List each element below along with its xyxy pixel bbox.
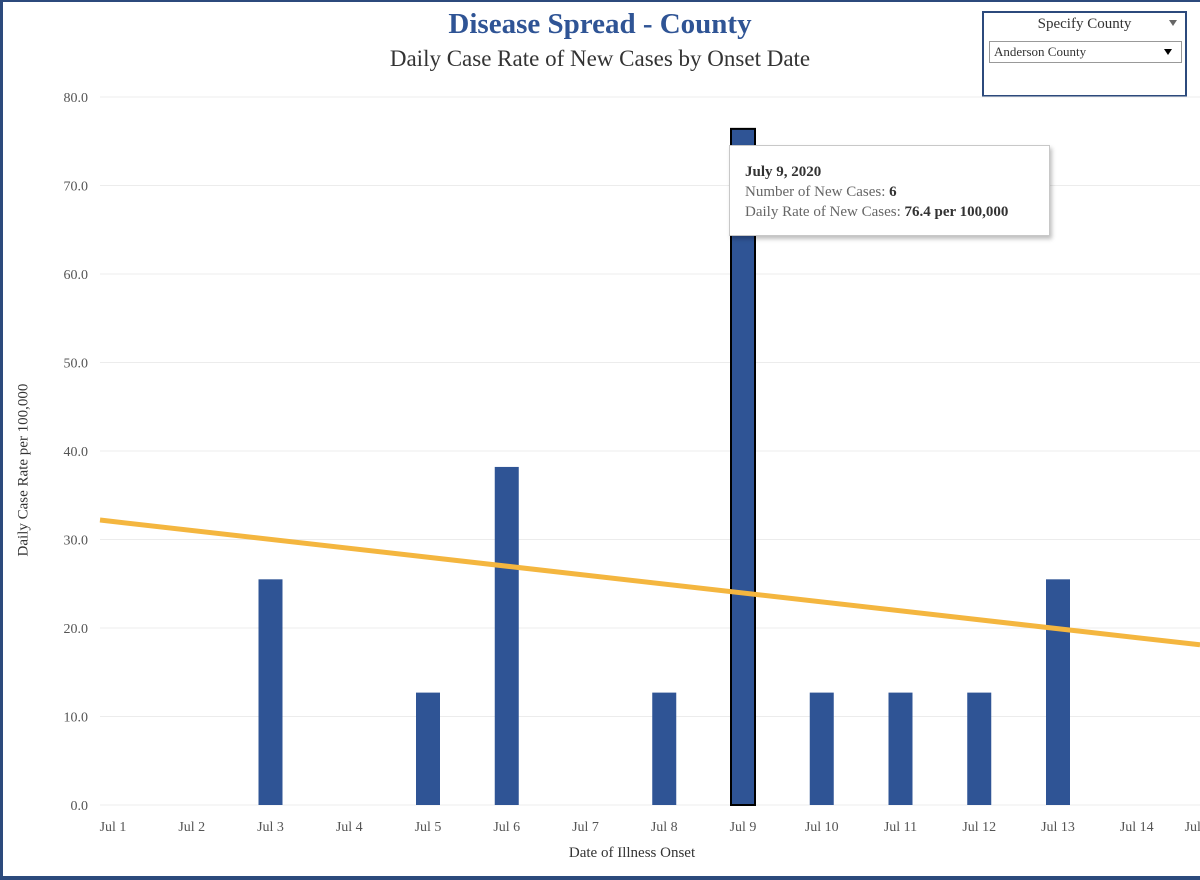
x-tick-label: Jul 6: [493, 820, 520, 835]
bar-jul-3[interactable]: [258, 579, 283, 805]
tooltip-rate-label: Daily Rate of New Cases:: [745, 204, 901, 220]
x-tick-label: Jul 2: [178, 820, 205, 835]
bar-jul-9[interactable]: [730, 127, 756, 807]
bars: [258, 127, 1070, 807]
county-select-value: Anderson County: [994, 44, 1087, 59]
y-tick-label: 80.0: [64, 91, 89, 106]
county-filter: Specify County Anderson County: [982, 11, 1187, 97]
y-axis-title: Daily Case Rate per 100,000: [15, 383, 32, 557]
y-tick-label: 50.0: [64, 357, 89, 372]
tooltip-cases-label: Number of New Cases:: [745, 184, 886, 200]
y-tick-label: 40.0: [64, 445, 89, 460]
x-tick-label: Jul 1: [100, 820, 127, 835]
tooltip-date: July 9, 2020: [745, 164, 822, 180]
chart-subtitle: Daily Case Rate of New Cases by Onset Da…: [389, 46, 811, 71]
bar-jul-5[interactable]: [416, 692, 440, 805]
y-tick-labels: 0.0 10.0 20.0 30.0 40.0 50.0 60.0 70.0 80.0: [64, 91, 89, 814]
y-tick-label: 0.0: [71, 799, 89, 814]
x-tick-label: Jul 13: [1041, 820, 1075, 835]
x-tick-label: Jul 4: [336, 820, 363, 835]
x-tick-label: Jul 15: [1185, 820, 1200, 835]
tooltip-rate-value: 76.4 per 100,000: [904, 204, 1009, 220]
x-tick-label: Jul 8: [651, 820, 678, 835]
y-tick-label: 30.0: [64, 534, 89, 549]
x-tick-label: Jul 9: [730, 820, 757, 835]
bar-jul-12[interactable]: [967, 692, 992, 805]
bar-jul-6[interactable]: [494, 466, 519, 805]
tooltip-cases-value: 6: [889, 184, 897, 200]
y-tick-label: 70.0: [64, 180, 89, 195]
bar-jul-11[interactable]: [888, 692, 913, 805]
x-axis-title: Date of Illness Onset: [568, 845, 696, 861]
y-tick-label: 60.0: [64, 268, 89, 283]
trend-line: [99, 517, 1200, 648]
chart-title: Disease Spread - County: [448, 8, 752, 40]
county-select[interactable]: Anderson County: [989, 41, 1182, 63]
y-tick-label: 20.0: [64, 622, 89, 637]
filter-menu-arrow-icon[interactable]: [1169, 20, 1177, 26]
x-tick-label: Jul 10: [805, 820, 839, 835]
dropdown-arrow-icon: [1164, 49, 1172, 55]
x-tick-label: Jul 11: [884, 820, 917, 835]
x-tick-label: Jul 14: [1120, 820, 1154, 835]
bar-jul-8[interactable]: [652, 692, 677, 805]
x-tick-label: Jul 3: [257, 820, 284, 835]
y-tick-label: 10.0: [64, 711, 89, 726]
x-tick-label: Jul 5: [415, 820, 442, 835]
bar-tooltip: July 9, 2020 Number of New Cases: 6 Dail…: [729, 145, 1050, 236]
bar-jul-13[interactable]: [1046, 579, 1070, 805]
x-tick-label: Jul 12: [962, 820, 996, 835]
bar-jul-10[interactable]: [809, 692, 834, 805]
county-filter-label: Specify County: [1037, 16, 1132, 32]
x-tick-labels: Jul 1 Jul 2 Jul 3 Jul 4 Jul 5 Jul 6 Jul 7 Jul 8…: [100, 820, 1200, 835]
trend-line-group: [99, 517, 1200, 648]
x-tick-label: Jul 7: [572, 820, 599, 835]
